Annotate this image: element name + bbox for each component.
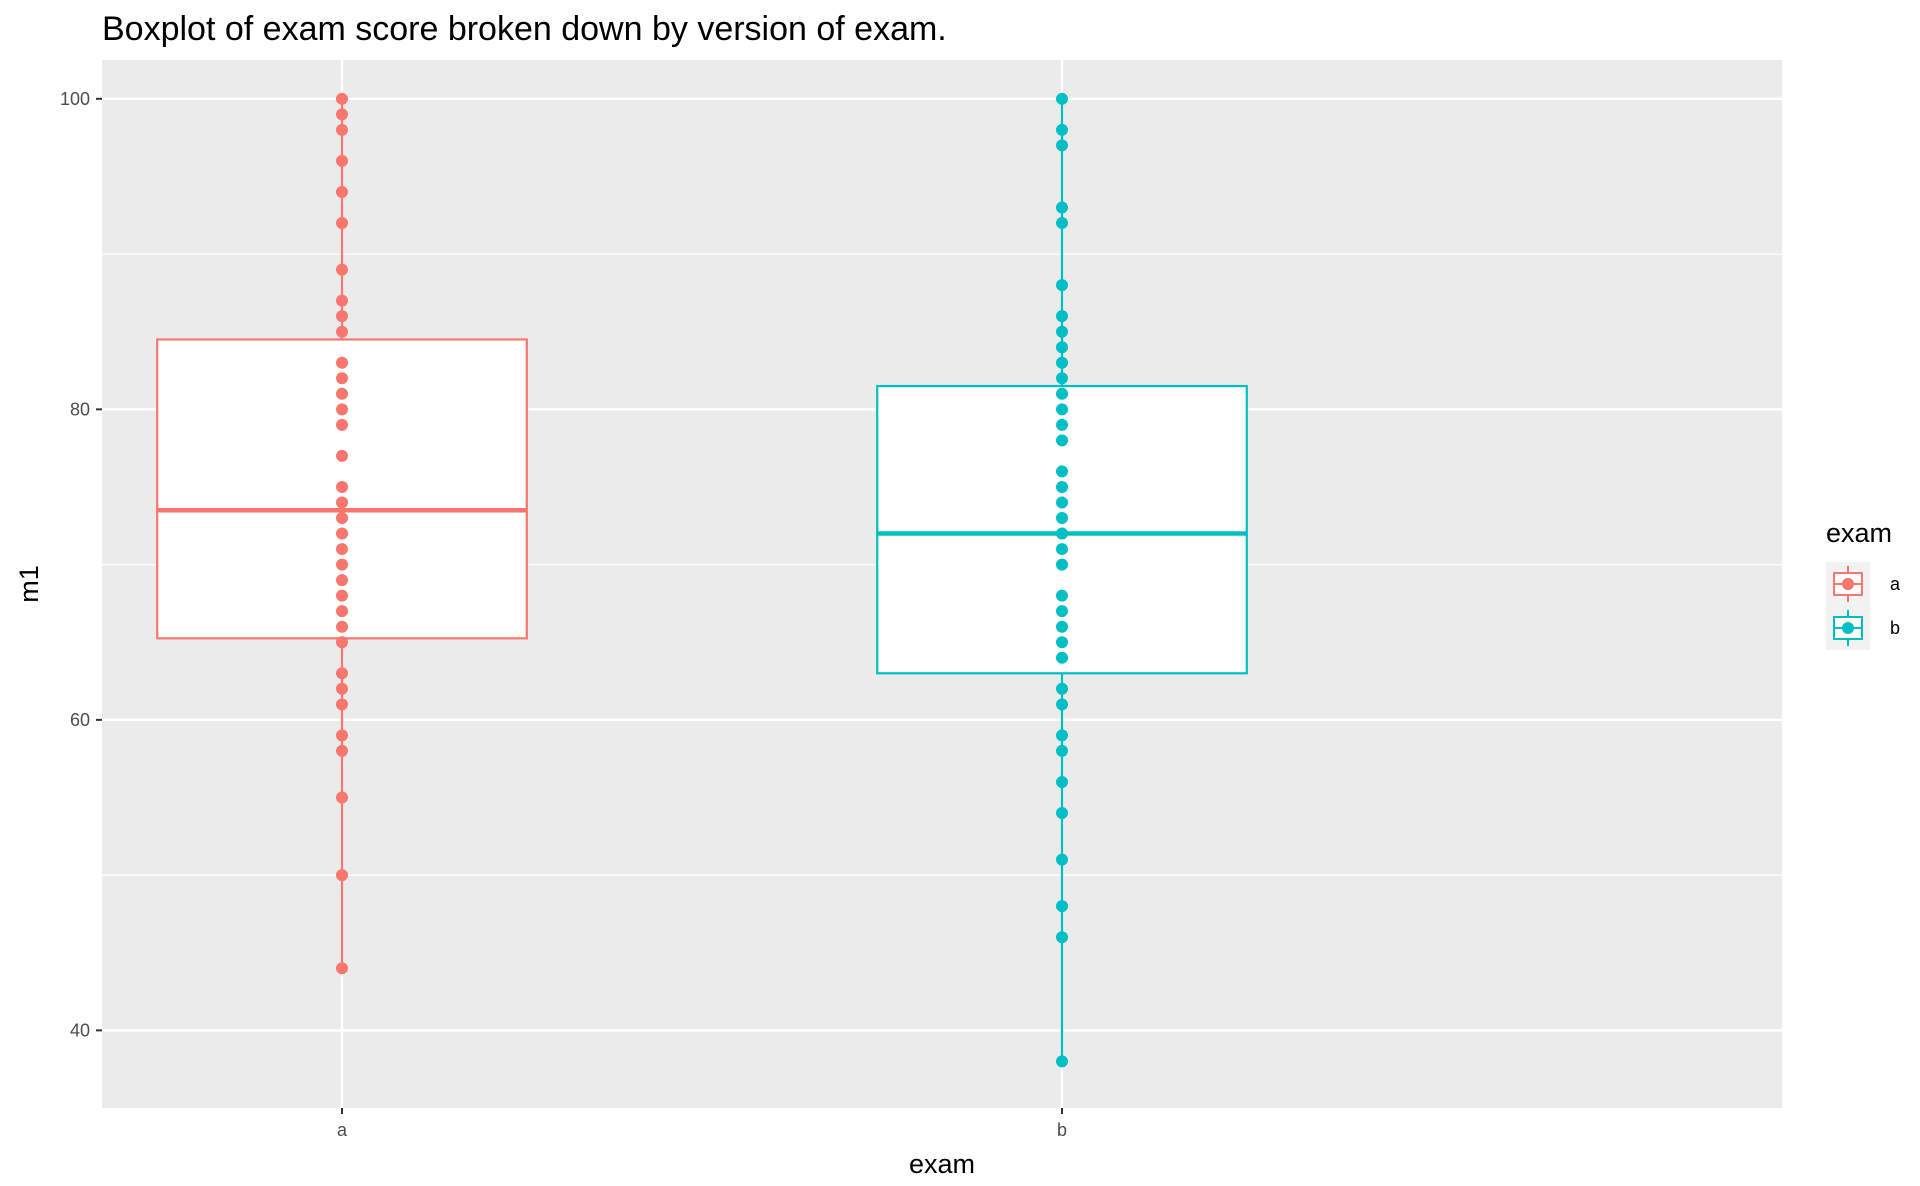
data-point-a xyxy=(336,310,348,323)
data-point-a xyxy=(336,496,348,509)
legend-key-point xyxy=(1842,578,1854,590)
data-point-b xyxy=(1056,92,1068,105)
data-point-a xyxy=(336,620,348,633)
data-point-b xyxy=(1056,123,1068,136)
legend: exam a b xyxy=(1826,518,1901,650)
data-point-b xyxy=(1056,1055,1068,1068)
data-point-a xyxy=(336,698,348,711)
data-point-b xyxy=(1056,775,1068,788)
data-point-a xyxy=(336,154,348,167)
legend-label: a xyxy=(1890,574,1901,594)
data-point-a xyxy=(336,512,348,525)
legend-label: b xyxy=(1890,618,1900,638)
data-point-a xyxy=(336,185,348,198)
chart-title: Boxplot of exam score broken down by ver… xyxy=(102,10,947,48)
data-point-b xyxy=(1056,605,1068,618)
data-point-a xyxy=(336,527,348,540)
y-tick-label: 40 xyxy=(70,1020,90,1040)
legend-key-point xyxy=(1842,622,1854,634)
data-point-a xyxy=(336,403,348,416)
x-tick-label: a xyxy=(337,1120,348,1140)
y-tick-label: 100 xyxy=(60,89,90,109)
data-point-b xyxy=(1056,201,1068,214)
data-point-a xyxy=(336,682,348,695)
data-point-b xyxy=(1056,465,1068,478)
data-point-b xyxy=(1056,512,1068,525)
data-point-b xyxy=(1056,403,1068,416)
x-axis-title: exam xyxy=(909,1149,975,1179)
data-point-a xyxy=(336,449,348,462)
y-tick-label: 80 xyxy=(70,399,90,419)
data-point-a xyxy=(336,217,348,230)
data-point-a xyxy=(336,123,348,136)
data-point-a xyxy=(336,418,348,431)
data-point-a xyxy=(336,325,348,338)
data-point-a xyxy=(336,729,348,742)
data-point-b xyxy=(1056,543,1068,556)
data-point-b xyxy=(1056,279,1068,292)
data-point-a xyxy=(336,543,348,556)
data-point-a xyxy=(336,667,348,680)
data-point-b xyxy=(1056,341,1068,354)
data-point-b xyxy=(1056,372,1068,385)
data-point-b xyxy=(1056,729,1068,742)
data-point-b xyxy=(1056,589,1068,602)
legend-title: exam xyxy=(1826,518,1892,548)
data-points xyxy=(336,92,1068,1068)
data-point-b xyxy=(1056,139,1068,152)
data-point-b xyxy=(1056,496,1068,509)
data-point-b xyxy=(1056,698,1068,711)
data-point-b xyxy=(1056,651,1068,664)
data-point-b xyxy=(1056,744,1068,757)
data-point-a xyxy=(336,480,348,493)
data-point-a xyxy=(336,791,348,804)
data-point-b xyxy=(1056,480,1068,493)
data-point-b xyxy=(1056,356,1068,369)
data-point-a xyxy=(336,558,348,571)
data-point-b xyxy=(1056,636,1068,649)
data-point-a xyxy=(336,962,348,975)
data-point-a xyxy=(336,92,348,105)
axes: 40 60 80 100 a b xyxy=(60,89,1067,1140)
x-tick-label: b xyxy=(1057,1120,1067,1140)
data-point-b xyxy=(1056,434,1068,447)
data-point-b xyxy=(1056,527,1068,540)
data-point-b xyxy=(1056,217,1068,230)
data-point-a xyxy=(336,869,348,882)
data-point-a xyxy=(336,372,348,385)
data-point-b xyxy=(1056,387,1068,400)
y-tick-label: 60 xyxy=(70,710,90,730)
data-point-a xyxy=(336,574,348,587)
data-point-b xyxy=(1056,310,1068,323)
data-point-b xyxy=(1056,682,1068,695)
y-axis-title: m1 xyxy=(14,565,44,603)
data-point-a xyxy=(336,744,348,757)
data-point-b xyxy=(1056,853,1068,866)
legend-item-b: b xyxy=(1826,606,1900,650)
data-point-b xyxy=(1056,807,1068,820)
data-point-b xyxy=(1056,558,1068,571)
data-point-a xyxy=(336,605,348,618)
data-point-a xyxy=(336,636,348,649)
data-point-b xyxy=(1056,418,1068,431)
data-point-b xyxy=(1056,900,1068,913)
data-point-a xyxy=(336,294,348,307)
data-point-a xyxy=(336,589,348,602)
data-point-a xyxy=(336,387,348,400)
data-point-b xyxy=(1056,325,1068,338)
data-point-a xyxy=(336,356,348,369)
data-point-a xyxy=(336,263,348,276)
data-point-a xyxy=(336,108,348,121)
data-point-b xyxy=(1056,931,1068,944)
legend-item-a: a xyxy=(1826,562,1901,606)
data-point-b xyxy=(1056,620,1068,633)
